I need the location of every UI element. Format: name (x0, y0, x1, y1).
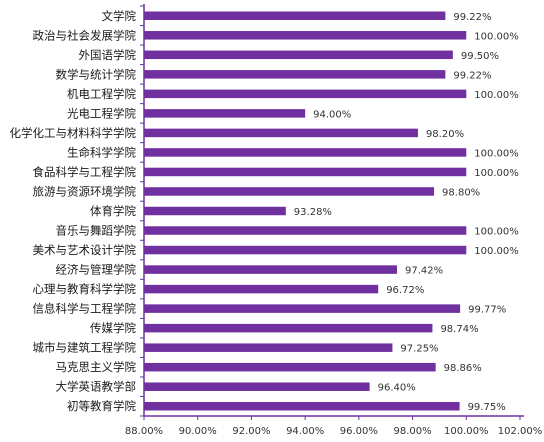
data-label: 100.00% (474, 148, 519, 159)
bar (144, 265, 397, 274)
bar (144, 206, 286, 216)
category-label: 外国语学院 (79, 48, 137, 62)
data-label: 98.20% (426, 129, 464, 140)
data-label: 98.80% (442, 187, 480, 198)
data-label: 100.00% (474, 246, 519, 257)
x-tick-label: 100.00% (444, 426, 489, 437)
category-label: 心理与教育科学学院 (33, 282, 137, 296)
category-label: 初等教育学院 (67, 399, 136, 413)
data-label: 98.86% (444, 363, 482, 374)
category-label: 经济与管理学院 (56, 263, 137, 277)
bar (144, 31, 467, 40)
data-label: 99.22% (453, 12, 491, 23)
category-label: 美术与艺术设计学院 (33, 243, 137, 257)
category-label: 信息科学与工程学院 (33, 302, 137, 316)
category-label: 大学英语教学部 (56, 380, 137, 394)
bar-series (144, 11, 467, 411)
x-tick-label: 92.00% (232, 426, 270, 437)
bar (144, 70, 446, 79)
bar (144, 245, 467, 255)
x-tick-label: 96.00% (340, 426, 378, 437)
data-label: 96.40% (378, 383, 416, 394)
category-label: 体育学院 (90, 204, 136, 218)
category-label: 机电工程学院 (67, 87, 136, 101)
bar (144, 148, 467, 157)
category-label: 城市与建筑工程学院 (33, 341, 137, 355)
category-label: 数学与统计学院 (56, 67, 137, 81)
x-tick-label: 94.00% (286, 426, 324, 437)
x-tick-label: 88.00% (125, 426, 163, 437)
category-label: 生命科学学院 (67, 145, 136, 159)
bar (144, 304, 461, 313)
bar (144, 128, 418, 138)
category-label: 食品科学与工程学院 (33, 165, 137, 179)
bar (144, 187, 435, 196)
x-tick-labels: 88.00% 90.00% 92.00% 94.00% 96.00% 98.00% 100.… (125, 426, 542, 437)
category-label: 音乐与舞蹈学院 (56, 224, 137, 238)
data-label: 100.00% (474, 90, 519, 101)
bar (144, 50, 453, 60)
bar (144, 382, 370, 391)
bar (144, 362, 436, 372)
bar (144, 284, 379, 294)
data-label: 100.00% (474, 227, 519, 238)
data-label: 94.00% (313, 109, 351, 120)
value-labels: 99.22% 100.00% 99.50% 99.22% 100.00% 94.00% 98… (294, 12, 519, 413)
bar (144, 401, 460, 411)
category-label: 政治与社会发展学院 (33, 28, 137, 42)
data-label: 99.77% (468, 305, 506, 316)
x-tick-label: 98.00% (394, 426, 432, 437)
category-label: 文学院 (102, 9, 137, 23)
bar (144, 226, 467, 235)
bar (144, 323, 433, 333)
data-label: 98.74% (440, 324, 478, 335)
x-tick-label: 102.00% (498, 426, 543, 437)
data-label: 100.00% (474, 168, 519, 179)
data-label: 99.75% (468, 402, 506, 413)
bar (144, 109, 306, 118)
data-label: 96.72% (386, 285, 424, 296)
category-label: 传媒学院 (90, 321, 136, 335)
data-label: 99.22% (453, 70, 491, 81)
category-label: 化学化工与材料科学学院 (10, 126, 137, 140)
category-label: 马克思主义学院 (56, 360, 137, 374)
data-label: 100.00% (474, 31, 519, 42)
bar (144, 89, 467, 99)
bar (144, 343, 393, 352)
bar (144, 11, 446, 21)
category-label: 旅游与资源环境学院 (33, 184, 137, 198)
category-label: 光电工程学院 (67, 106, 136, 120)
data-label: 93.28% (294, 207, 332, 218)
data-label: 99.50% (461, 51, 499, 62)
category-labels: 文学院政治与社会发展学院外国语学院数学与统计学院机电工程学院光电工程学院化学化工… (10, 9, 137, 413)
data-label: 97.25% (400, 344, 438, 355)
data-label: 97.42% (405, 266, 443, 277)
x-tick-label: 90.00% (179, 426, 217, 437)
bar (144, 167, 467, 177)
